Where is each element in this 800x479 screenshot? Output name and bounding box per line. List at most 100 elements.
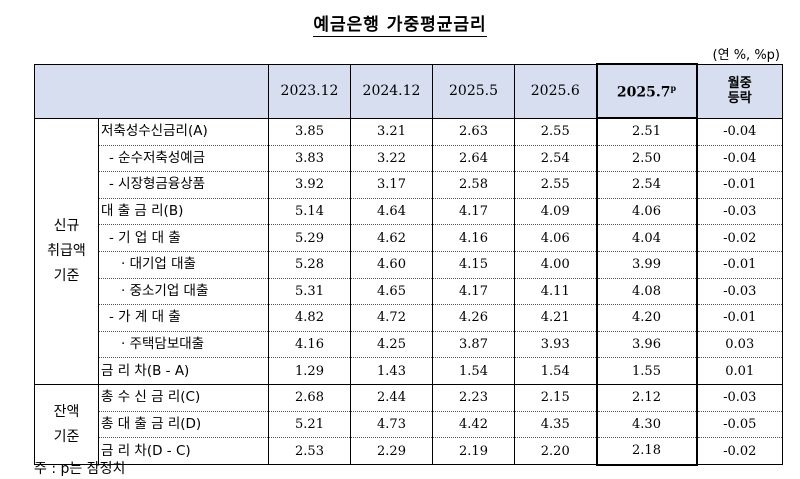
cell-change: -0.03 [696, 198, 783, 226]
row-label: · 중소기업 대출 [98, 278, 269, 306]
table-row: 신규 취급액 기준 저축성수신금리(A) 3.85 3.21 2.63 2.55 2.51 -0.… [34, 118, 783, 385]
cell-change: -0.04 [696, 145, 783, 173]
cell-change: -0.01 [696, 251, 783, 279]
cell-value: 4.42 [432, 411, 515, 439]
group-label-line2: 기준 [53, 428, 80, 445]
row-label: 총 대 출 금 리(D) [98, 411, 269, 439]
cell-value: 3.85 [268, 118, 351, 146]
table-row: · 대기업 대출 5.28 4.60 4.15 4.00 3.99 -0.01 [35, 251, 783, 279]
page-title: 예금은행 가중평균금리 [0, 10, 800, 37]
cell-value: 3.92 [268, 171, 351, 199]
header-col-change: 월중 등락 [696, 63, 783, 119]
page-title-text: 예금은행 가중평균금리 [313, 15, 487, 37]
cell-value: 2.12 [595, 384, 698, 412]
cell-value: 2.18 [595, 437, 698, 466]
unit-label: (연 %, %p) [712, 48, 780, 63]
cell-value: 4.16 [432, 224, 515, 252]
row-label: 저축성수신금리(A) [98, 118, 269, 146]
cell-value: 2.20 [514, 437, 597, 466]
group-label-line1: 신규 [53, 217, 80, 234]
cell-value: 3.96 [595, 331, 698, 359]
cell-value: 5.29 [268, 224, 351, 252]
table-row: - 순수저축성예금 3.83 3.22 2.64 2.54 2.50 -0.04 [35, 145, 783, 173]
cell-value: 1.54 [514, 357, 597, 385]
cell-change: -0.03 [696, 384, 783, 412]
cell-value: 2.64 [432, 145, 515, 173]
cell-value: 2.23 [432, 384, 515, 412]
cell-value: 4.06 [595, 198, 698, 226]
cell-value: 4.26 [432, 304, 515, 332]
cell-value: 5.31 [268, 278, 351, 306]
row-label: · 대기업 대출 [98, 251, 269, 279]
footnote: 주 : p는 잠정치 [34, 461, 126, 477]
cell-value: 4.00 [514, 251, 597, 279]
header-col-2023-12: 2023.12 [268, 63, 351, 119]
row-label: - 순수저축성예금 [98, 145, 269, 173]
cell-value: 4.20 [595, 304, 698, 332]
cell-value: 4.30 [595, 411, 698, 439]
row-label: - 시장형금융상품 [98, 171, 269, 199]
cell-value: 2.58 [432, 171, 515, 199]
group-label-line1: 잔액 [53, 403, 80, 420]
interest-rate-table: 2023.12 2024.12 2025.5 2025.6 2025.7p 월중… [34, 63, 783, 466]
cell-value: 4.11 [514, 278, 597, 306]
cell-value: 4.25 [350, 331, 433, 359]
preliminary-mark: p [670, 83, 677, 94]
header-corner [34, 63, 269, 119]
cell-value: 4.35 [514, 411, 597, 439]
cell-value: 4.17 [432, 198, 515, 226]
table-row: - 기 업 대 출 5.29 4.62 4.16 4.06 4.04 -0.02 [35, 224, 783, 252]
cell-value: 2.54 [595, 171, 698, 199]
table-row: 금 리 차(D - C) 2.53 2.29 2.19 2.20 2.18 -0.02 [35, 437, 783, 466]
cell-change: -0.02 [696, 224, 783, 252]
cell-value: 4.21 [514, 304, 597, 332]
cell-value: 3.17 [350, 171, 433, 199]
cell-change: -0.01 [696, 171, 783, 199]
cell-value: 2.55 [514, 118, 597, 146]
row-label: - 기 업 대 출 [98, 224, 269, 252]
cell-change: -0.05 [696, 411, 783, 439]
table-row: 대 출 금 리(B) 5.14 4.64 4.17 4.09 4.06 -0.03 [35, 198, 783, 226]
row-label: 대 출 금 리(B) [98, 198, 269, 226]
row-label: 총 수 신 금 리(C) [98, 384, 269, 412]
cell-value: 2.19 [432, 437, 515, 466]
header-change-line1: 월중 [727, 76, 752, 91]
cell-value: 1.29 [268, 357, 351, 385]
cell-value: 4.62 [350, 224, 433, 252]
cell-value: 2.55 [514, 171, 597, 199]
cell-value: 4.72 [350, 304, 433, 332]
table-row: · 중소기업 대출 5.31 4.65 4.17 4.11 4.08 -0.03 [35, 278, 783, 306]
table-row: 총 대 출 금 리(D) 5.21 4.73 4.42 4.35 4.30 -0.05 [35, 411, 783, 439]
cell-value: 4.60 [350, 251, 433, 279]
cell-value: 2.44 [350, 384, 433, 412]
cell-value: 5.21 [268, 411, 351, 439]
cell-change: -0.02 [696, 437, 783, 466]
cell-value: 4.15 [432, 251, 515, 279]
header-col-2025-7: 2025.7p [595, 63, 698, 119]
cell-value: 4.64 [350, 198, 433, 226]
row-label: 금 리 차(B - A) [98, 357, 269, 385]
cell-value: 2.51 [595, 118, 698, 146]
cell-change: -0.03 [696, 278, 783, 306]
header-change-line2: 등락 [727, 91, 752, 106]
cell-value: 4.73 [350, 411, 433, 439]
table-row: · 주택담보대출 4.16 4.25 3.87 3.93 3.96 0.03 [35, 331, 783, 359]
cell-value: 1.55 [595, 357, 698, 385]
row-label: 금 리 차(D - C) [98, 437, 269, 466]
cell-change: -0.01 [696, 304, 783, 332]
header-row: 2023.12 2024.12 2025.5 2025.6 2025.7p 월중… [34, 63, 783, 119]
cell-value: 3.99 [595, 251, 698, 279]
group-label-line3: 기준 [53, 267, 80, 284]
cell-value: 4.06 [514, 224, 597, 252]
table-row: - 가 계 대 출 4.82 4.72 4.26 4.21 4.20 -0.01 [35, 304, 783, 332]
cell-value: 3.22 [350, 145, 433, 173]
cell-value: 4.04 [595, 224, 698, 252]
cell-value: 2.53 [268, 437, 351, 466]
cell-value: 2.68 [268, 384, 351, 412]
cell-value: 1.54 [432, 357, 515, 385]
cell-value: 5.28 [268, 251, 351, 279]
cell-value: 2.15 [514, 384, 597, 412]
group-label-line2: 취급액 [47, 242, 86, 259]
cell-value: 2.50 [595, 145, 698, 173]
